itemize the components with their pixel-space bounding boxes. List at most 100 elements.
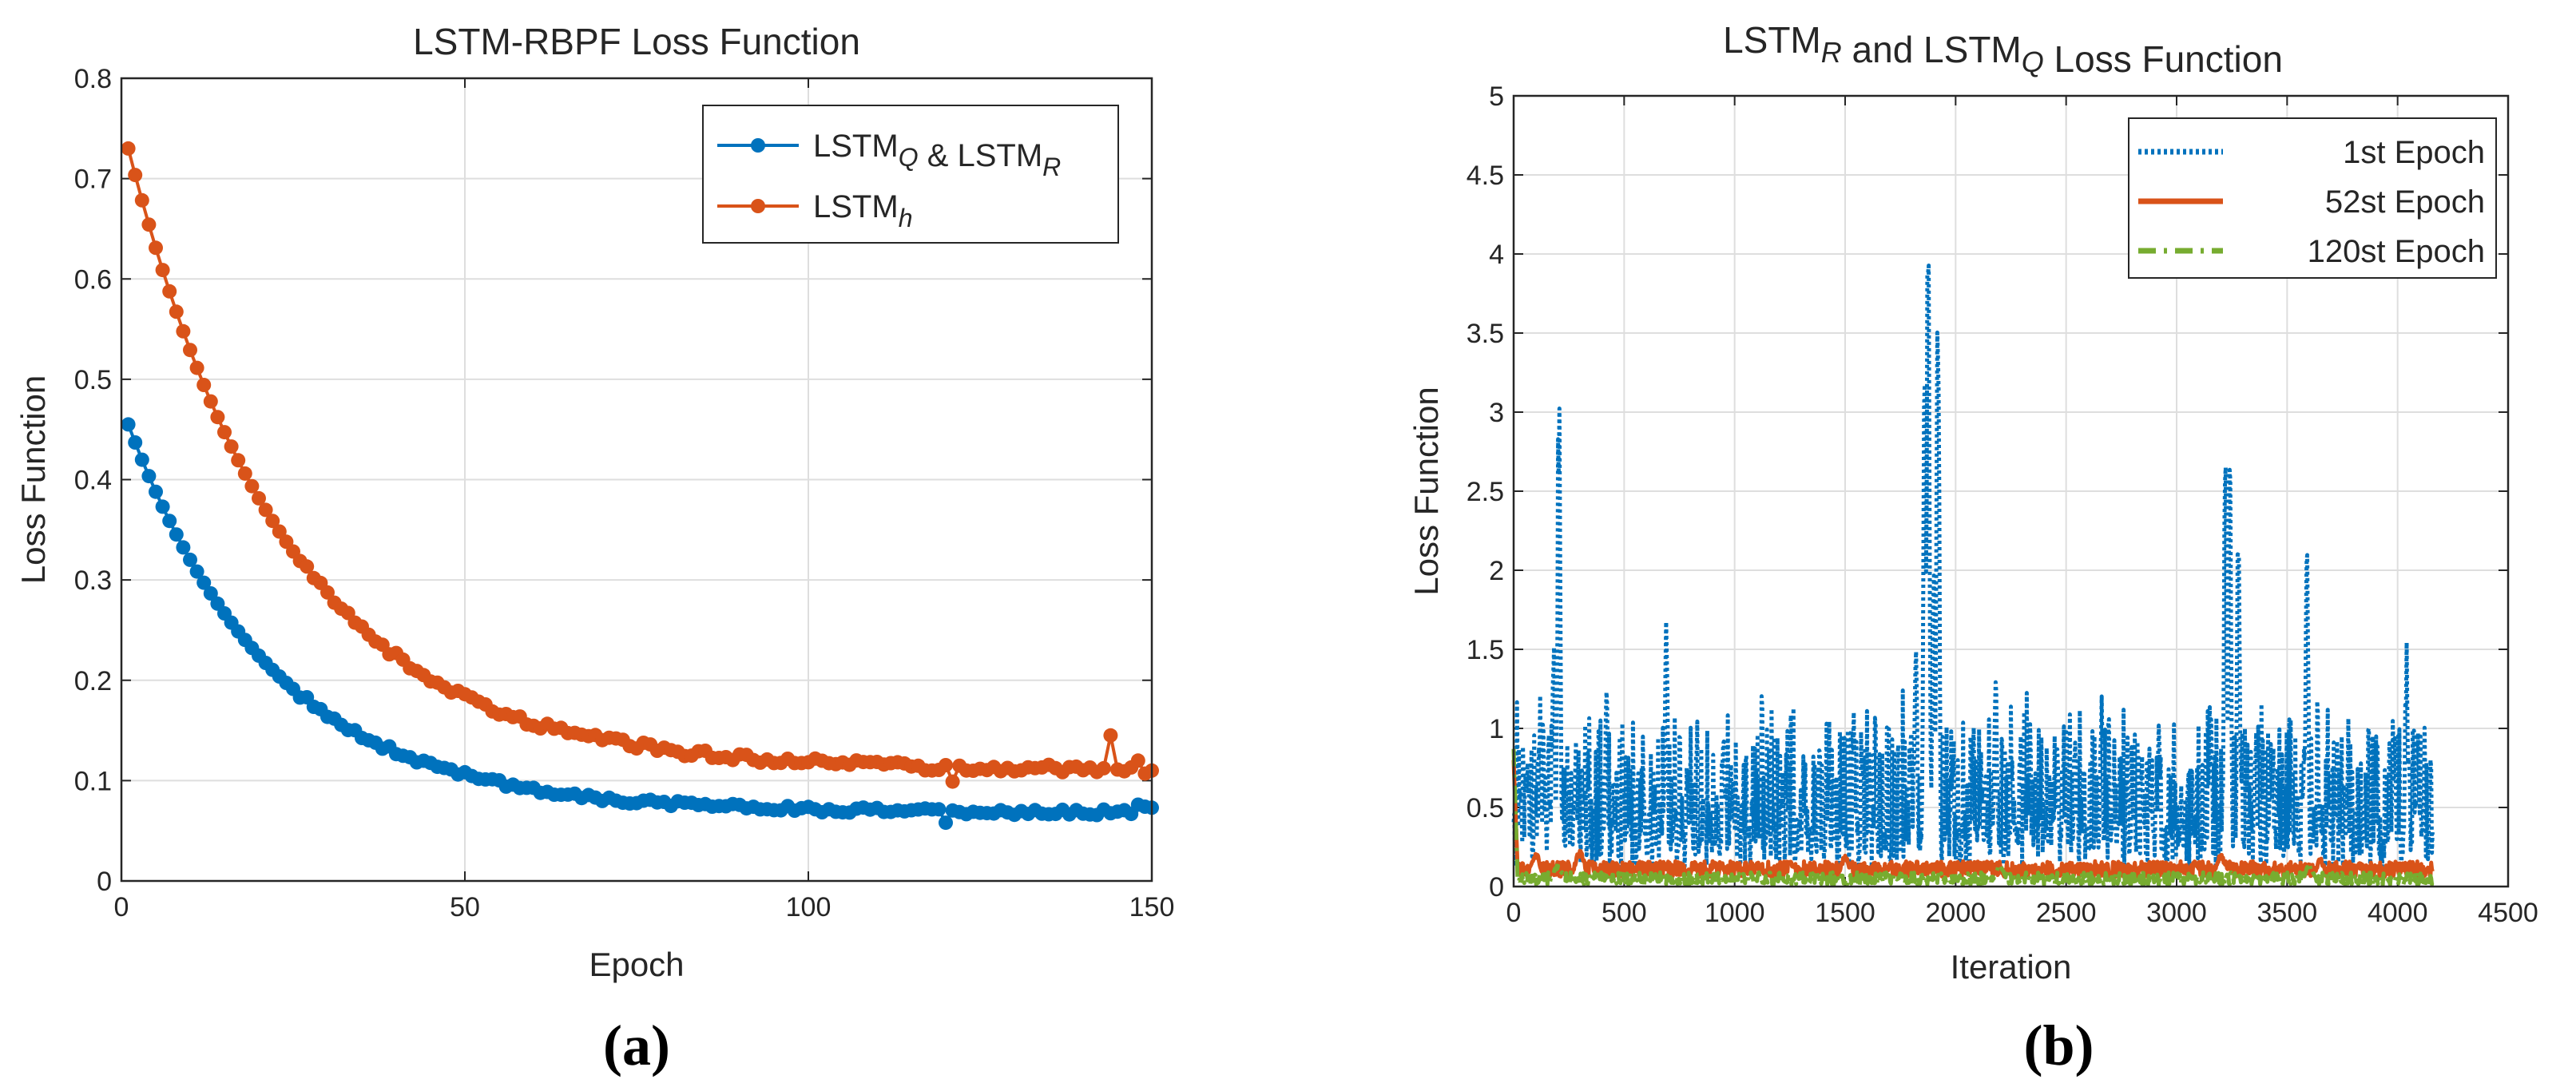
x-tick-label: 2000 [1926, 898, 1987, 928]
data-point [176, 323, 191, 339]
x-tick-label: 1000 [1705, 898, 1765, 928]
data-point [149, 240, 163, 256]
x-axis-label: Iteration [1951, 948, 2072, 986]
data-point [265, 514, 280, 529]
data-point [210, 410, 225, 425]
y-tick-label: 1 [1489, 714, 1504, 744]
data-point [939, 758, 953, 772]
series-1st-epoch [1511, 264, 2435, 871]
series-52st-epoch [1511, 760, 2435, 879]
y-tick-label: 0 [1489, 872, 1504, 903]
data-point [183, 343, 197, 358]
data-point [134, 192, 149, 208]
data-point [176, 540, 191, 555]
chart-title: LSTMR and LSTMQ Loss Function [1723, 19, 2283, 80]
y-tick-label: 0.6 [74, 264, 112, 295]
y-tick-label: 3 [1489, 398, 1504, 428]
data-point [931, 802, 947, 817]
x-tick-label: 150 [1129, 892, 1175, 922]
data-point [300, 559, 315, 574]
y-tick-label: 0.2 [74, 666, 112, 696]
series-lstm-h [121, 141, 1159, 789]
data-point [169, 527, 184, 542]
data-point [121, 417, 136, 432]
data-point [217, 425, 232, 440]
plot-area-frame [120, 77, 1153, 883]
x-tick-label: 0 [114, 892, 129, 922]
x-tick-label: 0 [1506, 898, 1522, 928]
x-tick-label: 3000 [2146, 898, 2207, 928]
data-point [196, 575, 212, 590]
legend-swatch-marker [751, 138, 765, 153]
y-tick-label: 0.5 [74, 365, 112, 395]
chart-a: 0 50 100 150 0 0.1 0.2 0.3 0.4 0.5 0.6 0.7 0.8 LSTM-R… [14, 21, 1174, 1077]
y-axis-label: Loss Function [1407, 387, 1445, 595]
y-tick-label: 0.4 [74, 466, 112, 496]
series-120st-epoch [1511, 748, 2435, 887]
x-tick-label: 50 [450, 892, 480, 922]
x-tick-label: 2500 [2036, 898, 2097, 928]
y-tick-label: 3.5 [1467, 319, 1504, 349]
data-point [169, 304, 184, 319]
y-tick-label: 0.5 [1467, 793, 1504, 823]
data-point [134, 452, 149, 467]
series-lstm-q-r [121, 417, 1159, 831]
data-point [320, 585, 335, 600]
data-point [1130, 753, 1145, 768]
legend: 1st Epoch 52st Epoch 120st Epoch [2128, 117, 2497, 279]
data-point [189, 564, 204, 579]
x-tick-label: 100 [786, 892, 832, 922]
data-point [196, 378, 212, 392]
y-tick-label: 0.3 [74, 565, 112, 596]
data-point [237, 466, 252, 481]
data-point [162, 514, 177, 529]
data-point [128, 435, 143, 450]
legend-swatch-marker [751, 199, 765, 213]
panel-label-b: (b) [2024, 1014, 2094, 1077]
legend-entry-label: 120st Epoch [2308, 234, 2485, 269]
plot-area-frame [1512, 94, 2510, 888]
y-tick-label: 0.1 [74, 766, 112, 796]
x-tick-label: 500 [1602, 898, 1647, 928]
data-point [141, 469, 157, 484]
data-point [203, 394, 218, 409]
legend-entry-label: LSTMQ & LSTMR [813, 129, 1061, 181]
series-line [1511, 748, 2435, 887]
data-point [258, 502, 273, 518]
y-tick-label: 0.7 [74, 165, 112, 195]
y-tick-label: 2.5 [1467, 477, 1504, 507]
chart-b: 0 500 1000 1500 2000 2500 3000 3500 4000 4500 0 0.5… [1407, 19, 2538, 1077]
legend-entry-label: 1st Epoch [2343, 135, 2485, 170]
y-tick-label: 0 [97, 867, 112, 897]
x-axis-label: Epoch [589, 946, 684, 983]
data-point [203, 586, 218, 601]
legend-box [702, 105, 1119, 244]
x-tick-label: 3500 [2257, 898, 2318, 928]
data-point [945, 774, 960, 789]
x-tick-label: 4500 [2478, 898, 2538, 928]
y-tick-label: 4 [1489, 240, 1504, 270]
data-point [1103, 728, 1118, 743]
series-line [1511, 264, 2435, 871]
data-point [155, 263, 170, 278]
y-axis-label: Loss Function [14, 375, 52, 584]
data-point [252, 490, 266, 506]
y-tick-label: 2 [1489, 556, 1504, 586]
legend-entry-label: LSTMh [813, 189, 912, 232]
data-point [155, 499, 170, 514]
ticks: 0 500 1000 1500 2000 2500 3000 3500 4000 4500 0 0.5… [1467, 81, 2538, 928]
x-tick-label: 4000 [2368, 898, 2428, 928]
data-point [121, 141, 136, 156]
data-point [939, 815, 953, 831]
data-point [244, 478, 260, 494]
data-point [183, 552, 197, 567]
y-tick-label: 1.5 [1467, 635, 1504, 665]
data-point [1096, 760, 1111, 776]
chart-title: LSTM-RBPF Loss Function [413, 21, 860, 62]
data-point [162, 284, 177, 299]
series-line [1511, 760, 2435, 879]
data-point [128, 168, 143, 183]
data-point [272, 524, 287, 539]
data-point [224, 439, 239, 454]
